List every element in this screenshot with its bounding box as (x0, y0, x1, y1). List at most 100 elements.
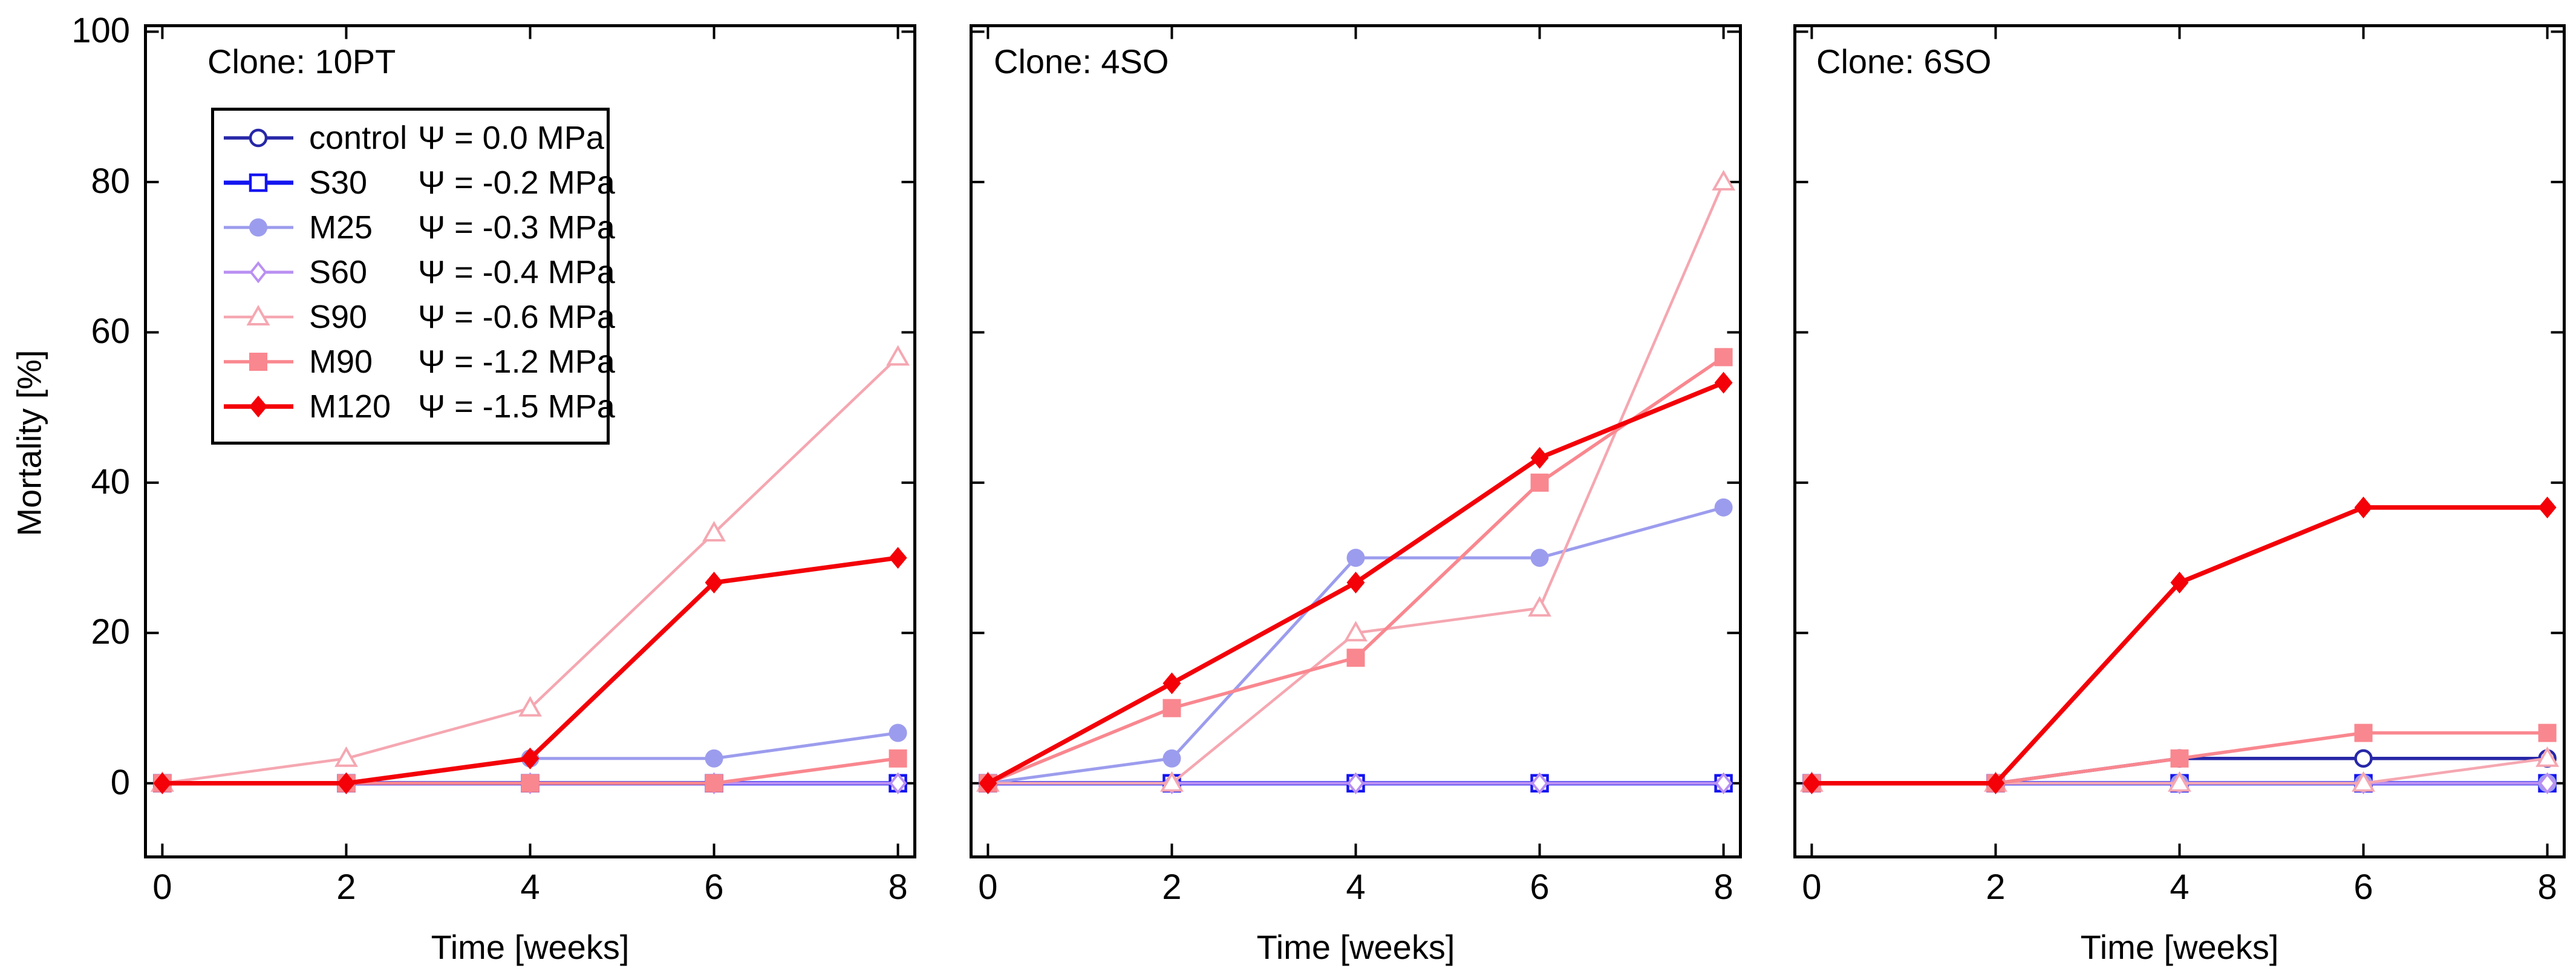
y-axis-title: Mortality [%] (10, 350, 48, 537)
marker-M120 (1530, 446, 1549, 469)
marker-M90 (705, 774, 723, 792)
legend-psi-label: Ψ = -0.4 MPa (418, 254, 615, 290)
x-axis-title-panel-2: Time [weeks] (1256, 928, 1455, 966)
x-tick-label: 8 (2537, 868, 2557, 907)
legend-marker-S60 (249, 261, 267, 284)
legend-marker-control (249, 128, 268, 148)
x-tick-label: 2 (1162, 868, 1182, 907)
marker-M25 (1162, 749, 1181, 768)
marker-S60 (1715, 772, 1733, 794)
x-tick-label: 8 (1714, 868, 1733, 907)
legend-line-sample-S90 (224, 304, 293, 325)
legend-marker-S30 (249, 173, 268, 192)
x-tick-label: 2 (336, 868, 356, 907)
marker-S60 (1530, 772, 1549, 794)
legend-row-S60: S60 Ψ = -0.4 MPa (214, 250, 615, 295)
legend-series-name: S30 (309, 165, 368, 201)
panel-title-clone-10pt: Clone: 10PT (207, 42, 396, 80)
panel-clone-6so (1793, 24, 2566, 858)
legend-marker-M25 (249, 218, 267, 237)
legend-line-sample-M120 (224, 396, 293, 417)
marker-S90 (2535, 746, 2560, 767)
marker-M90 (2538, 724, 2557, 742)
legend-psi-label: Ψ = -0.3 MPa (418, 209, 615, 246)
marker-M120 (2538, 496, 2557, 518)
marker-M120 (1986, 772, 2005, 794)
legend-psi-label: Ψ = -0.6 MPa (418, 299, 615, 335)
legend-marker-M90 (249, 353, 267, 371)
marker-M90 (521, 774, 540, 792)
x-tick-label: 6 (1530, 868, 1550, 907)
y-tick-label: 80 (91, 161, 130, 201)
legend-line-sample-M25 (224, 218, 293, 237)
marker-control (2354, 749, 2373, 768)
marker-M25 (705, 749, 723, 768)
y-tick-label: 60 (91, 312, 130, 351)
marker-S90 (886, 345, 910, 366)
legend-row-S90: S90 Ψ = -0.6 MPa (214, 295, 615, 339)
marker-S90 (518, 696, 542, 717)
marker-M90 (1714, 348, 1733, 367)
legend-series-name: S90 (309, 299, 368, 335)
marker-M120 (1714, 371, 1733, 394)
y-tick-label: 20 (91, 612, 130, 652)
legend-box: control Ψ = 0.0 MPa S30 Ψ = -0.2 MPa M25 Ψ = … (211, 108, 615, 445)
legend-series-name: M90 (309, 344, 373, 380)
legend-psi-label: Ψ = -1.5 MPa (418, 388, 615, 425)
marker-M90 (1162, 699, 1181, 717)
x-tick-label: 4 (520, 868, 540, 907)
marker-M25 (1346, 549, 1365, 567)
marker-M25 (889, 724, 907, 742)
marker-S90 (1160, 771, 1184, 792)
legend-row-M25: M25 Ψ = -0.3 MPa (214, 205, 615, 250)
legend-marker-S90 (246, 304, 270, 325)
marker-M120 (979, 772, 997, 794)
legend-series-name: S60 (309, 254, 368, 290)
marker-M120 (705, 572, 723, 594)
marker-S90 (1344, 621, 1368, 642)
legend-psi-label: Ψ = 0.0 MPa (418, 120, 604, 156)
marker-M120 (2354, 496, 2373, 518)
legend-line-sample-control (224, 128, 293, 148)
marker-M120 (337, 772, 356, 794)
marker-S90 (1712, 169, 1736, 191)
marker-M90 (1346, 649, 1365, 667)
x-axis-title-panel-3: Time [weeks] (2080, 928, 2279, 966)
panel-title-clone-4so: Clone: 4SO (994, 42, 1169, 80)
panel-clone-4so (970, 24, 1742, 858)
legend-psi-label: Ψ = -0.2 MPa (418, 165, 615, 201)
marker-M120 (2170, 572, 2189, 594)
marker-M90 (889, 749, 907, 768)
marker-M90 (2354, 724, 2373, 742)
legend-series-name: M120 (309, 388, 391, 425)
marker-M120 (153, 772, 172, 794)
marker-M25 (1530, 549, 1549, 567)
legend-series-name: M25 (309, 209, 373, 246)
panel-clone-10pt (144, 24, 916, 858)
marker-M120 (1346, 572, 1365, 594)
y-tick-label: 40 (91, 462, 130, 502)
x-axis-title-panel-1: Time [weeks] (431, 928, 630, 966)
marker-M120 (1162, 672, 1181, 694)
x-tick-label: 0 (152, 868, 172, 907)
x-tick-label: 4 (1346, 868, 1366, 907)
marker-M120 (889, 547, 907, 569)
legend-row-control: control Ψ = 0.0 MPa (214, 116, 607, 160)
x-tick-label: 8 (888, 868, 908, 907)
legend-row-M120: M120 Ψ = -1.5 MPa (214, 384, 615, 429)
legend-line-sample-S30 (224, 173, 293, 192)
x-tick-label: 2 (1986, 868, 2006, 907)
legend-series-name: control (309, 120, 408, 156)
x-tick-label: 6 (2353, 868, 2373, 907)
series-line-M90 (987, 356, 1725, 785)
legend-psi-label: Ψ = -1.2 MPa (418, 344, 615, 380)
marker-M120 (521, 747, 540, 770)
x-tick-label: 0 (1802, 868, 1822, 907)
legend-marker-M120 (249, 396, 267, 417)
legend-line-sample-S60 (224, 261, 293, 284)
x-tick-label: 4 (2170, 868, 2190, 907)
marker-S90 (702, 521, 726, 542)
panel-title-clone-6so: Clone: 6SO (1816, 42, 1992, 80)
marker-S60 (889, 772, 907, 794)
